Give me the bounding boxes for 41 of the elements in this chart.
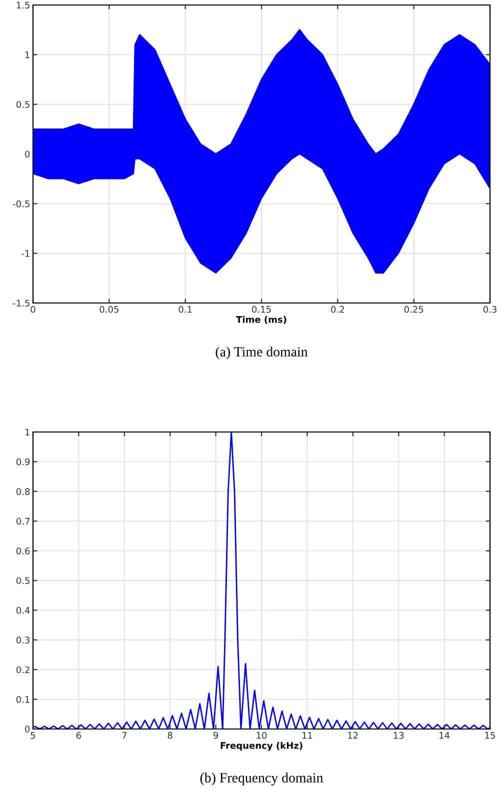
y-tick-label: 0.5: [16, 577, 30, 584]
y-tick-label: 1: [25, 428, 30, 436]
x-tick-label: 0.25: [404, 306, 424, 313]
x-tick-label: 14: [440, 732, 450, 739]
x-tick-label: 11: [302, 732, 312, 739]
y-tick-label: 1: [25, 52, 30, 58]
y-tick-label: 0.3: [16, 636, 30, 644]
text: (a) Time domain: [216, 346, 308, 360]
y-tick-label: 0.1: [16, 696, 30, 703]
y-tick-label: 0.8: [16, 488, 30, 495]
x-tick-label: 0.05: [100, 306, 118, 313]
y-tick-label: 0.9: [16, 458, 30, 466]
y-tick-label: 0: [25, 150, 30, 158]
x-tick-label: 0.15: [252, 306, 271, 313]
x-tick-label: 15: [485, 732, 495, 739]
y-tick-label: 0.5: [16, 101, 30, 108]
x-tick-label: 7: [122, 732, 126, 739]
y-tick-label: 1.5: [16, 2, 30, 9]
y-tick-label: 0: [25, 726, 30, 733]
text: (b) Frequency domain: [200, 772, 323, 786]
x-tick-label: 10: [256, 732, 267, 739]
y-tick-label: 0.7: [16, 518, 30, 525]
y-tick-label: -1: [22, 250, 30, 257]
y-tick-label: 0.2: [16, 666, 30, 674]
x-tick-label: 9: [213, 732, 218, 739]
x-tick-label: 13: [394, 732, 404, 739]
x-tick-label: 5: [30, 732, 36, 739]
x-tick-label: 0: [30, 306, 36, 313]
y-tick-label: -0.5: [13, 200, 30, 208]
x-axis-title: Time (ms): [236, 316, 286, 324]
x-tick-label: 6: [76, 732, 82, 739]
x-tick-label: 0.3: [483, 306, 496, 313]
x-tick-label: 12: [348, 732, 358, 739]
x-axis-title: Frequency (kHz): [220, 742, 302, 751]
x-tick-label: 0.1: [178, 306, 192, 313]
y-tick-label: 0.4: [16, 606, 30, 614]
y-tick-label: -1.5: [13, 300, 30, 307]
x-tick-label: 8: [168, 732, 172, 739]
line-series: [33, 432, 490, 729]
y-tick-label: 0.6: [16, 548, 30, 554]
x-tick-label: 0.2: [331, 306, 344, 313]
